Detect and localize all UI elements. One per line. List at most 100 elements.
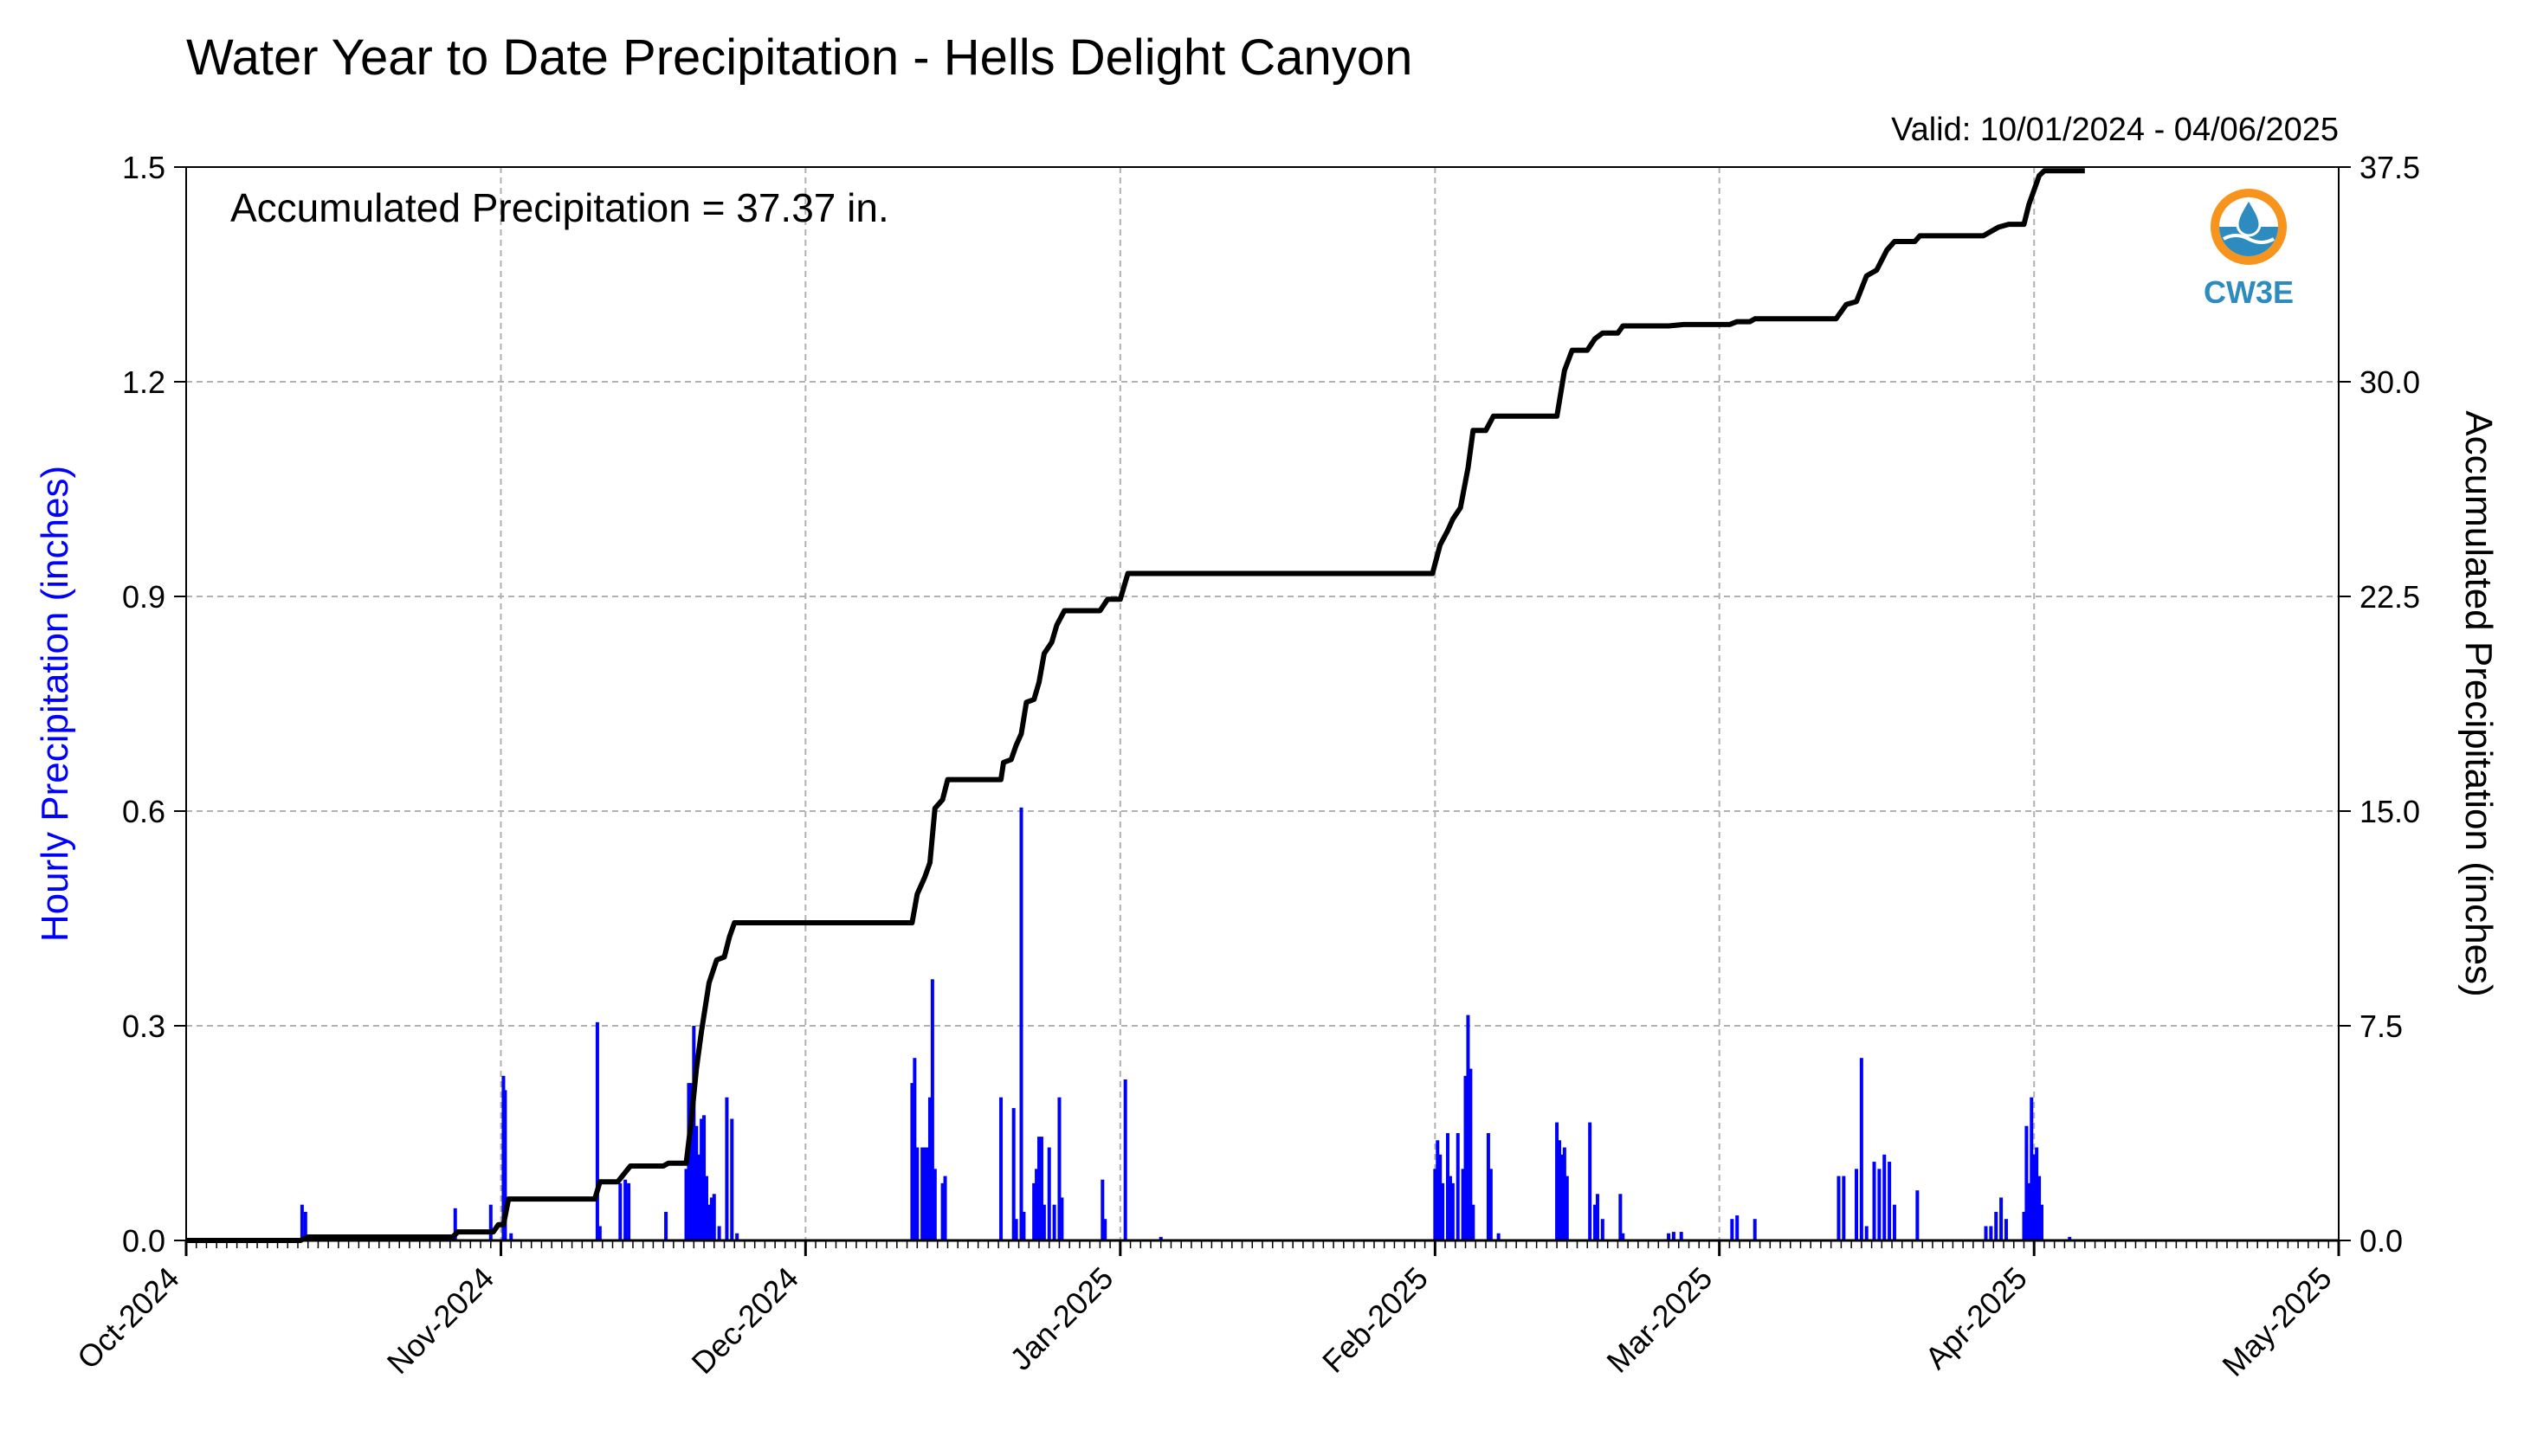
hourly-bar [725, 1097, 729, 1240]
hourly-bar [1888, 1162, 1892, 1240]
hourly-bar [1057, 1097, 1062, 1240]
y-tick-label: 1.5 [122, 150, 165, 185]
hourly-bar [717, 1226, 721, 1240]
hourly-bar [1039, 1137, 1043, 1240]
hourly-bar [712, 1194, 716, 1240]
hourly-bar [1877, 1169, 1882, 1240]
logo-text: CW3E [2204, 274, 2294, 310]
hourly-bar [1052, 1204, 1056, 1240]
grid-layer [186, 167, 2339, 1240]
hourly-bar [1433, 1169, 1437, 1240]
hourly-bar [1882, 1154, 1887, 1240]
hourly-bar [999, 1097, 1004, 1240]
hourly-bar [597, 1226, 602, 1240]
hourly-bar [1060, 1197, 1064, 1240]
y2-axis-label: Accumulated Precipitation (inches) [2457, 410, 2500, 996]
hourly-bar [2040, 1204, 2044, 1240]
accumulated-total-annotation: Accumulated Precipitation = 37.37 in. [230, 185, 889, 230]
hourly-bar [627, 1182, 631, 1240]
hourly-bar [926, 1147, 930, 1240]
hourly-bar [1436, 1140, 1440, 1240]
hourly-bar [2024, 1125, 2029, 1240]
hourly-bar [2004, 1219, 2008, 1240]
hourly-bar [618, 1182, 623, 1240]
hourly-bar [1450, 1182, 1455, 1240]
hourly-bar [1562, 1147, 1566, 1240]
hourly-bar [1047, 1147, 1051, 1240]
hourly-bar [1984, 1226, 1988, 1240]
y-axis-label: Hourly Precipitation (inches) [34, 466, 76, 942]
hourly-bar [1595, 1194, 1599, 1240]
hourly-bar [1854, 1169, 1858, 1240]
hourly-bar [1999, 1197, 2004, 1240]
hourly-bar [910, 1083, 914, 1240]
hourly-bar [1471, 1204, 1475, 1240]
hourly-bar [1014, 1219, 1018, 1240]
hourly-bar [509, 1233, 513, 1240]
chart-title: Water Year to Date Precipitation - Hells… [186, 29, 1412, 86]
hourly-bar [1679, 1232, 1683, 1240]
logo-wave-line [2223, 234, 2275, 244]
y2-tick-label: 30.0 [2359, 364, 2420, 400]
hourly-bar [707, 1204, 711, 1240]
hourly-bar [920, 1147, 925, 1240]
hourly-bar [940, 1182, 945, 1240]
hourly-bar [1593, 1204, 1598, 1240]
hourly-bar [1469, 1068, 1473, 1240]
hourly-bar [2027, 1182, 2031, 1240]
hourly-bar [1872, 1162, 1876, 1240]
hourly-bar [927, 1097, 932, 1240]
hourly-bar [915, 1147, 920, 1240]
hourly-bar [2035, 1147, 2039, 1240]
hourly-bar [1730, 1219, 1734, 1240]
y2-tick-label: 15.0 [2359, 794, 2420, 829]
hourly-bar [1466, 1015, 1470, 1240]
y-tick-label: 0.3 [122, 1008, 165, 1044]
hourly-bar [1588, 1122, 1592, 1240]
hourly-bar [1037, 1137, 1042, 1240]
hourly-bar [488, 1204, 493, 1240]
hourly-bar [1441, 1182, 1445, 1240]
hourly-bar [1989, 1226, 1993, 1240]
y2-tick-label: 7.5 [2359, 1008, 2403, 1044]
logo-drop-icon [2236, 196, 2262, 237]
hourly-bar [709, 1197, 713, 1240]
hourly-bar [1557, 1140, 1561, 1240]
hourly-bar [1618, 1194, 1623, 1240]
hourly-bar [930, 979, 934, 1240]
hourly-bar [1486, 1133, 1490, 1240]
hourly-bar [923, 1147, 927, 1240]
hourly-bar [1837, 1176, 1841, 1240]
hourly-bar [1011, 1108, 1016, 1240]
hourly-bar [694, 1125, 699, 1240]
y2-tick-label: 22.5 [2359, 579, 2420, 615]
hourly-bar [623, 1179, 628, 1240]
hourly-bar [697, 1154, 701, 1240]
cw3e-logo: CW3E [2204, 189, 2294, 310]
hourly-bar [1032, 1182, 1036, 1240]
hourly-bar [1448, 1176, 1452, 1240]
hourly-bar [1159, 1236, 1163, 1240]
hourly-bar [933, 1169, 937, 1240]
hourly-bar [1753, 1219, 1757, 1240]
hourly-bar [692, 1026, 696, 1240]
hourly-bar [1463, 1075, 1468, 1240]
hourly-bar [303, 1211, 307, 1240]
hourly-bar [1438, 1154, 1443, 1240]
hourly-bar [2068, 1236, 2072, 1240]
y-tick-label: 1.2 [122, 364, 165, 400]
hourly-bar [2037, 1176, 2042, 1240]
hourly-bar [1864, 1226, 1869, 1240]
y-tick-label: 0.9 [122, 579, 165, 615]
hourly-bar [702, 1115, 707, 1240]
y-tick-label: 0.0 [122, 1223, 165, 1259]
hourly-bar [2022, 1211, 2026, 1240]
hourly-bar [1496, 1233, 1501, 1240]
hourly-bar [700, 1118, 704, 1240]
hourly-bar [943, 1176, 947, 1240]
hourly-bar [735, 1233, 739, 1240]
hourly-bar [2030, 1097, 2034, 1240]
hourly-bar [1559, 1154, 1564, 1240]
